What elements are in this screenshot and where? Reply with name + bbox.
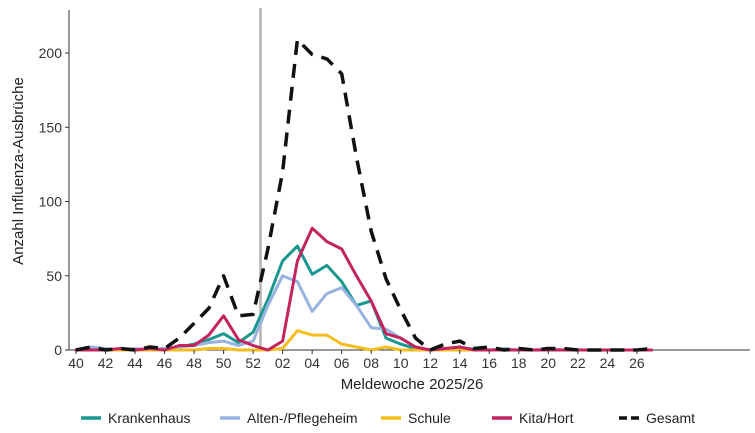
legend-label-schule: Schule [408,410,451,426]
x-tick-label: 04 [304,355,320,371]
series-line-kita-hort [74,226,654,352]
x-tick-label: 14 [452,355,468,371]
legend-label-alten-pflegeheim: Alten-/Pflegeheim [247,410,358,426]
y-tick-label: 100 [39,194,63,210]
x-tick-label: 48 [186,355,202,371]
series-line-krankenhaus [74,244,654,352]
x-tick-label: 10 [393,355,409,371]
x-tick-label: 16 [481,355,497,371]
y-tick-label: 50 [46,268,62,284]
y-tick-label: 0 [54,342,62,358]
x-tick-label: 24 [600,355,616,371]
x-tick-label: 20 [541,355,557,371]
x-tick-label: 40 [68,355,84,371]
x-tick-label: 50 [216,355,232,371]
x-tick-label: 22 [570,355,586,371]
legend: Krankenhaus Alten-/Pflegeheim Schule Kita/H… [81,410,695,426]
x-axis-title: Meldewoche 2025/26 [341,376,484,393]
y-tick-label: 150 [39,119,63,135]
x-tick-label: 12 [422,355,438,371]
legend-label-kita-hort: Kita/Hort [519,410,574,426]
y-axis-title: Anzahl Influenza-Ausbrüche [10,77,27,265]
x-tick-label: 46 [157,355,173,371]
series-line-gesamt [75,37,652,352]
x-tick-label: 44 [127,355,143,371]
x-tick-label: 08 [363,355,379,371]
x-tick-label: 02 [275,355,291,371]
legend-label-gesamt: Gesamt [646,410,695,426]
legend-label-krankenhaus: Krankenhaus [108,410,191,426]
y-tick-label: 200 [39,45,63,61]
x-tick-label: 06 [334,355,350,371]
x-tick-label: 52 [245,355,261,371]
x-tick-label: 42 [98,355,114,371]
x-tick-label: 26 [629,355,645,371]
x-tick-label: 18 [511,355,527,371]
